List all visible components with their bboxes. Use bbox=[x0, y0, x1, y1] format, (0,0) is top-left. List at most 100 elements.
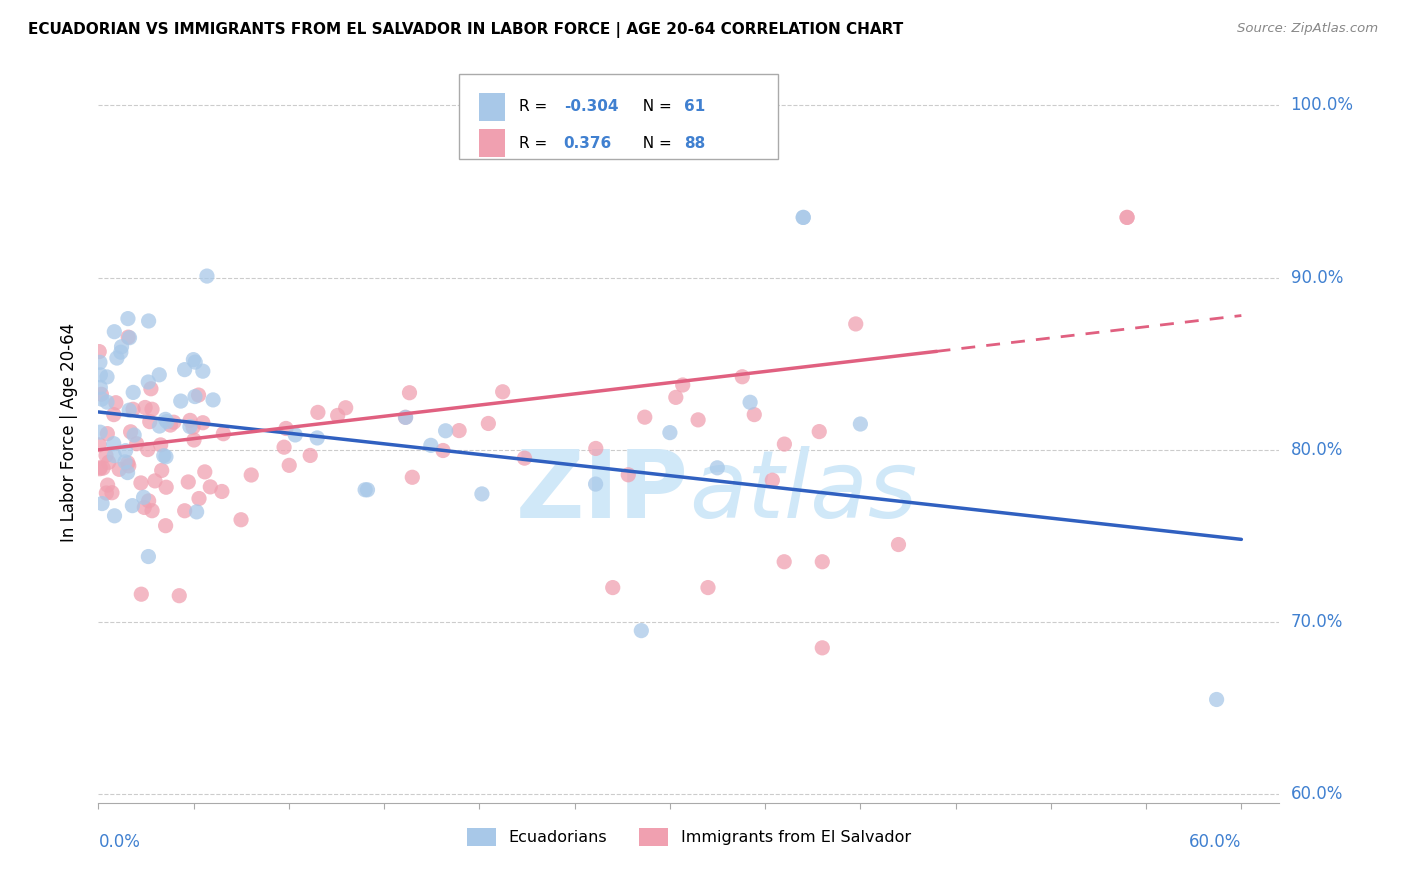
Point bbox=[792, 211, 814, 225]
Point bbox=[96, 426, 118, 441]
Point bbox=[156, 415, 179, 429]
Point bbox=[91, 497, 114, 511]
Point bbox=[1116, 211, 1139, 225]
Point bbox=[672, 378, 695, 392]
Point bbox=[155, 412, 177, 426]
Point bbox=[122, 428, 145, 442]
Point bbox=[150, 463, 173, 477]
Point bbox=[118, 458, 141, 473]
Point bbox=[96, 486, 118, 500]
Point bbox=[513, 451, 536, 466]
Point bbox=[91, 461, 114, 475]
Point bbox=[118, 331, 141, 345]
Point bbox=[129, 475, 152, 490]
Point bbox=[449, 424, 471, 438]
Point bbox=[811, 640, 834, 655]
Text: 70.0%: 70.0% bbox=[1291, 613, 1343, 631]
Point bbox=[299, 449, 322, 463]
Text: N =: N = bbox=[634, 136, 678, 151]
Point bbox=[90, 392, 112, 406]
Point bbox=[665, 390, 688, 404]
Point bbox=[792, 211, 814, 225]
Text: -0.304: -0.304 bbox=[564, 99, 619, 114]
Point bbox=[471, 487, 494, 501]
Point bbox=[136, 375, 159, 389]
Point bbox=[108, 462, 131, 476]
Point bbox=[89, 344, 111, 359]
Text: R =: R = bbox=[519, 136, 553, 151]
Point bbox=[138, 314, 160, 328]
Point bbox=[585, 442, 607, 456]
Point bbox=[139, 415, 162, 429]
Point bbox=[118, 403, 141, 417]
Point bbox=[395, 410, 418, 425]
Point bbox=[89, 462, 111, 476]
Point bbox=[630, 624, 652, 638]
Point bbox=[122, 385, 145, 400]
Point bbox=[89, 380, 111, 394]
Text: 88: 88 bbox=[685, 136, 706, 151]
Point bbox=[173, 362, 195, 376]
FancyBboxPatch shape bbox=[478, 93, 505, 120]
Text: R =: R = bbox=[519, 99, 553, 114]
Point bbox=[96, 370, 118, 384]
Y-axis label: In Labor Force | Age 20-64: In Labor Force | Age 20-64 bbox=[59, 323, 77, 542]
Point bbox=[186, 505, 208, 519]
Point bbox=[121, 499, 143, 513]
Point bbox=[179, 419, 201, 434]
Point bbox=[125, 436, 148, 450]
Text: 0.0%: 0.0% bbox=[98, 833, 141, 851]
Point bbox=[129, 587, 152, 601]
Point bbox=[195, 268, 218, 283]
Point bbox=[354, 483, 377, 497]
Point bbox=[141, 402, 163, 417]
Text: 0.376: 0.376 bbox=[564, 136, 612, 151]
Point bbox=[134, 401, 156, 415]
Point bbox=[122, 402, 145, 417]
Point bbox=[89, 355, 111, 369]
Point bbox=[103, 436, 125, 450]
Point bbox=[184, 390, 207, 404]
Point bbox=[120, 425, 142, 439]
Point bbox=[183, 433, 205, 447]
Point bbox=[103, 325, 125, 339]
FancyBboxPatch shape bbox=[478, 129, 505, 157]
Point bbox=[419, 438, 441, 452]
Point bbox=[200, 480, 222, 494]
Point bbox=[202, 392, 225, 407]
Point bbox=[97, 455, 120, 469]
Point bbox=[104, 395, 127, 409]
Text: N =: N = bbox=[634, 99, 678, 114]
Point bbox=[477, 417, 499, 431]
Point bbox=[326, 409, 349, 423]
Point bbox=[307, 405, 329, 419]
Point bbox=[148, 419, 170, 434]
Text: ZIP: ZIP bbox=[516, 446, 689, 538]
Point bbox=[617, 467, 640, 482]
Point bbox=[136, 442, 159, 457]
Point bbox=[97, 478, 120, 492]
Point bbox=[103, 449, 125, 463]
Point bbox=[697, 581, 720, 595]
Point bbox=[278, 458, 301, 473]
Point bbox=[179, 413, 201, 427]
Point bbox=[152, 449, 174, 463]
Point bbox=[173, 504, 195, 518]
Point bbox=[101, 485, 124, 500]
Point bbox=[808, 425, 831, 439]
Point bbox=[110, 340, 132, 354]
Text: 100.0%: 100.0% bbox=[1291, 96, 1354, 114]
Point bbox=[159, 418, 181, 433]
Point bbox=[738, 395, 761, 409]
Point bbox=[274, 421, 297, 435]
Point bbox=[658, 425, 681, 440]
Point bbox=[167, 589, 190, 603]
Point bbox=[688, 413, 710, 427]
Point bbox=[138, 549, 160, 564]
Point bbox=[1116, 211, 1139, 225]
Point bbox=[94, 449, 117, 463]
Point bbox=[191, 416, 214, 430]
Point bbox=[134, 500, 156, 515]
Point bbox=[394, 410, 416, 425]
Point bbox=[170, 394, 193, 409]
